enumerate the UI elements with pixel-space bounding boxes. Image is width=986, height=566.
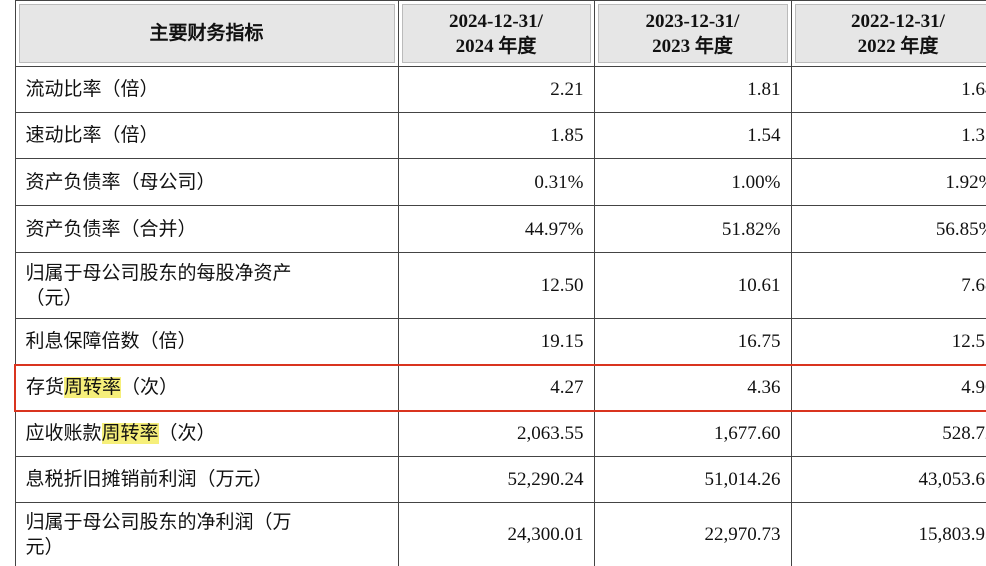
value-cell: 1.54 [593,112,792,159]
highlighted-text: 周转率 [64,377,122,398]
header-cell: 2022-12-31/2022 年度 [790,0,986,67]
financial-table: 主要财务指标 2024-12-31/2024 年度 2023-12-31/2023 … [14,0,986,566]
value-cell: 528.72 [790,410,986,457]
row-label: 应收账款周转率（次） [14,410,399,457]
row-label: 速动比率（倍） [14,112,399,159]
header-cell: 2024-12-31/2024 年度 [397,0,595,67]
row-label: 利息保障倍数（倍） [14,318,399,365]
table-wrap: 主要财务指标 2024-12-31/2024 年度 2023-12-31/2023 … [14,0,986,566]
label-text: 资产负债率（合并） [25,218,197,240]
table-row: 存货周转率（次）4.274.364.96 [14,363,986,412]
header-text: 2023-12-31/ [645,10,740,32]
header-cell: 2023-12-31/2023 年度 [593,0,792,67]
value-cell: 1.00% [593,158,792,206]
value-cell: 2,063.55 [397,410,595,457]
label-text: 应收账款 [25,423,102,445]
label-text: （次） [121,377,179,398]
value-cell: 0.31% [397,158,595,206]
value-cell: 52,290.24 [397,456,595,503]
value-cell: 7.68 [790,252,986,319]
value-cell: 22,970.73 [593,502,792,566]
label-text: 存货 [26,377,65,398]
row-label: 归属于母公司股东的每股净资产 （元） [14,252,399,319]
label-text: 资产负债率（母公司） [25,171,216,193]
value-cell: 1.85 [397,112,595,159]
table-row: 资产负债率（母公司） 0.31%1.00%1.92% [14,158,986,206]
header-text: 主要财务指标 [149,23,264,44]
value-cell: 2.21 [397,66,595,113]
value-cell: 24,300.01 [397,502,595,566]
value-cell: 1.81 [593,66,792,113]
label-text: 利息保障倍数（倍） [25,330,197,352]
value-cell: 12.55 [790,318,986,365]
highlighted-text: 周转率 [101,423,159,445]
value-cell: 43,053.67 [790,456,986,503]
label-text: 元） [25,536,64,558]
header-cell: 主要财务指标 [14,0,399,67]
label-text: 速动比率（倍） [25,125,159,146]
label-text: 归属于母公司股东的净利润（万 [25,511,292,533]
header-text: 2022 年度 [857,35,939,57]
header-text: 2024 年度 [455,35,537,57]
value-cell: 12.50 [397,252,595,319]
row-label: 息税折旧摊销前利润（万元） [14,456,399,503]
value-cell: 19.15 [397,318,595,365]
row-label: 归属于母公司股东的净利润（万 元） [14,502,399,566]
label-text: （元） [25,287,83,309]
value-cell: 1.33 [790,112,986,159]
label-text: 息税折旧摊销前利润（万元） [25,469,273,490]
label-text: （次） [158,423,216,445]
label-text: 归属于母公司股东的每股净资产 [25,262,292,284]
label-text: 流动比率（倍） [25,79,159,100]
table-row: 资产负债率（合并） 44.97%51.82%56.85% [14,205,986,253]
value-cell: 44.97% [397,205,595,253]
value-cell: 56.85% [790,205,986,253]
value-cell: 51.82% [593,205,792,253]
value-cell: 51,014.26 [593,456,792,503]
value-cell: 4.27 [397,363,595,412]
header-row: 主要财务指标 2024-12-31/2024 年度 2023-12-31/2023 … [14,0,986,67]
table-row: 归属于母公司股东的净利润（万 元） 24,300.01 22,970.73 15,803… [14,502,986,566]
row-label: 存货周转率（次） [14,363,399,412]
value-cell: 4.96 [790,363,986,412]
row-label: 资产负债率（合并） [14,205,399,253]
value-cell: 1.64 [790,66,986,113]
table-row: 流动比率（倍） 2.211.811.64 [14,66,986,113]
value-cell: 16.75 [593,318,792,365]
header-text: 2023 年度 [652,35,733,57]
header-text: 2024-12-31/ [449,10,543,32]
table-body: 流动比率（倍）2.211.811.64速动比率（倍）1.851.541.33资产… [14,66,986,566]
value-cell: 10.61 [593,252,792,319]
value-cell: 1,677.60 [593,410,792,457]
value-cell: 4.36 [593,363,792,412]
value-cell: 15,803.93 [790,502,986,566]
header-text: 2022-12-31/ [851,10,945,32]
row-label: 流动比率（倍） [14,66,399,113]
table-row: 速动比率（倍） 1.851.541.33 [14,112,986,159]
row-label: 资产负债率（母公司） [14,158,399,206]
value-cell: 1.92% [790,158,986,206]
